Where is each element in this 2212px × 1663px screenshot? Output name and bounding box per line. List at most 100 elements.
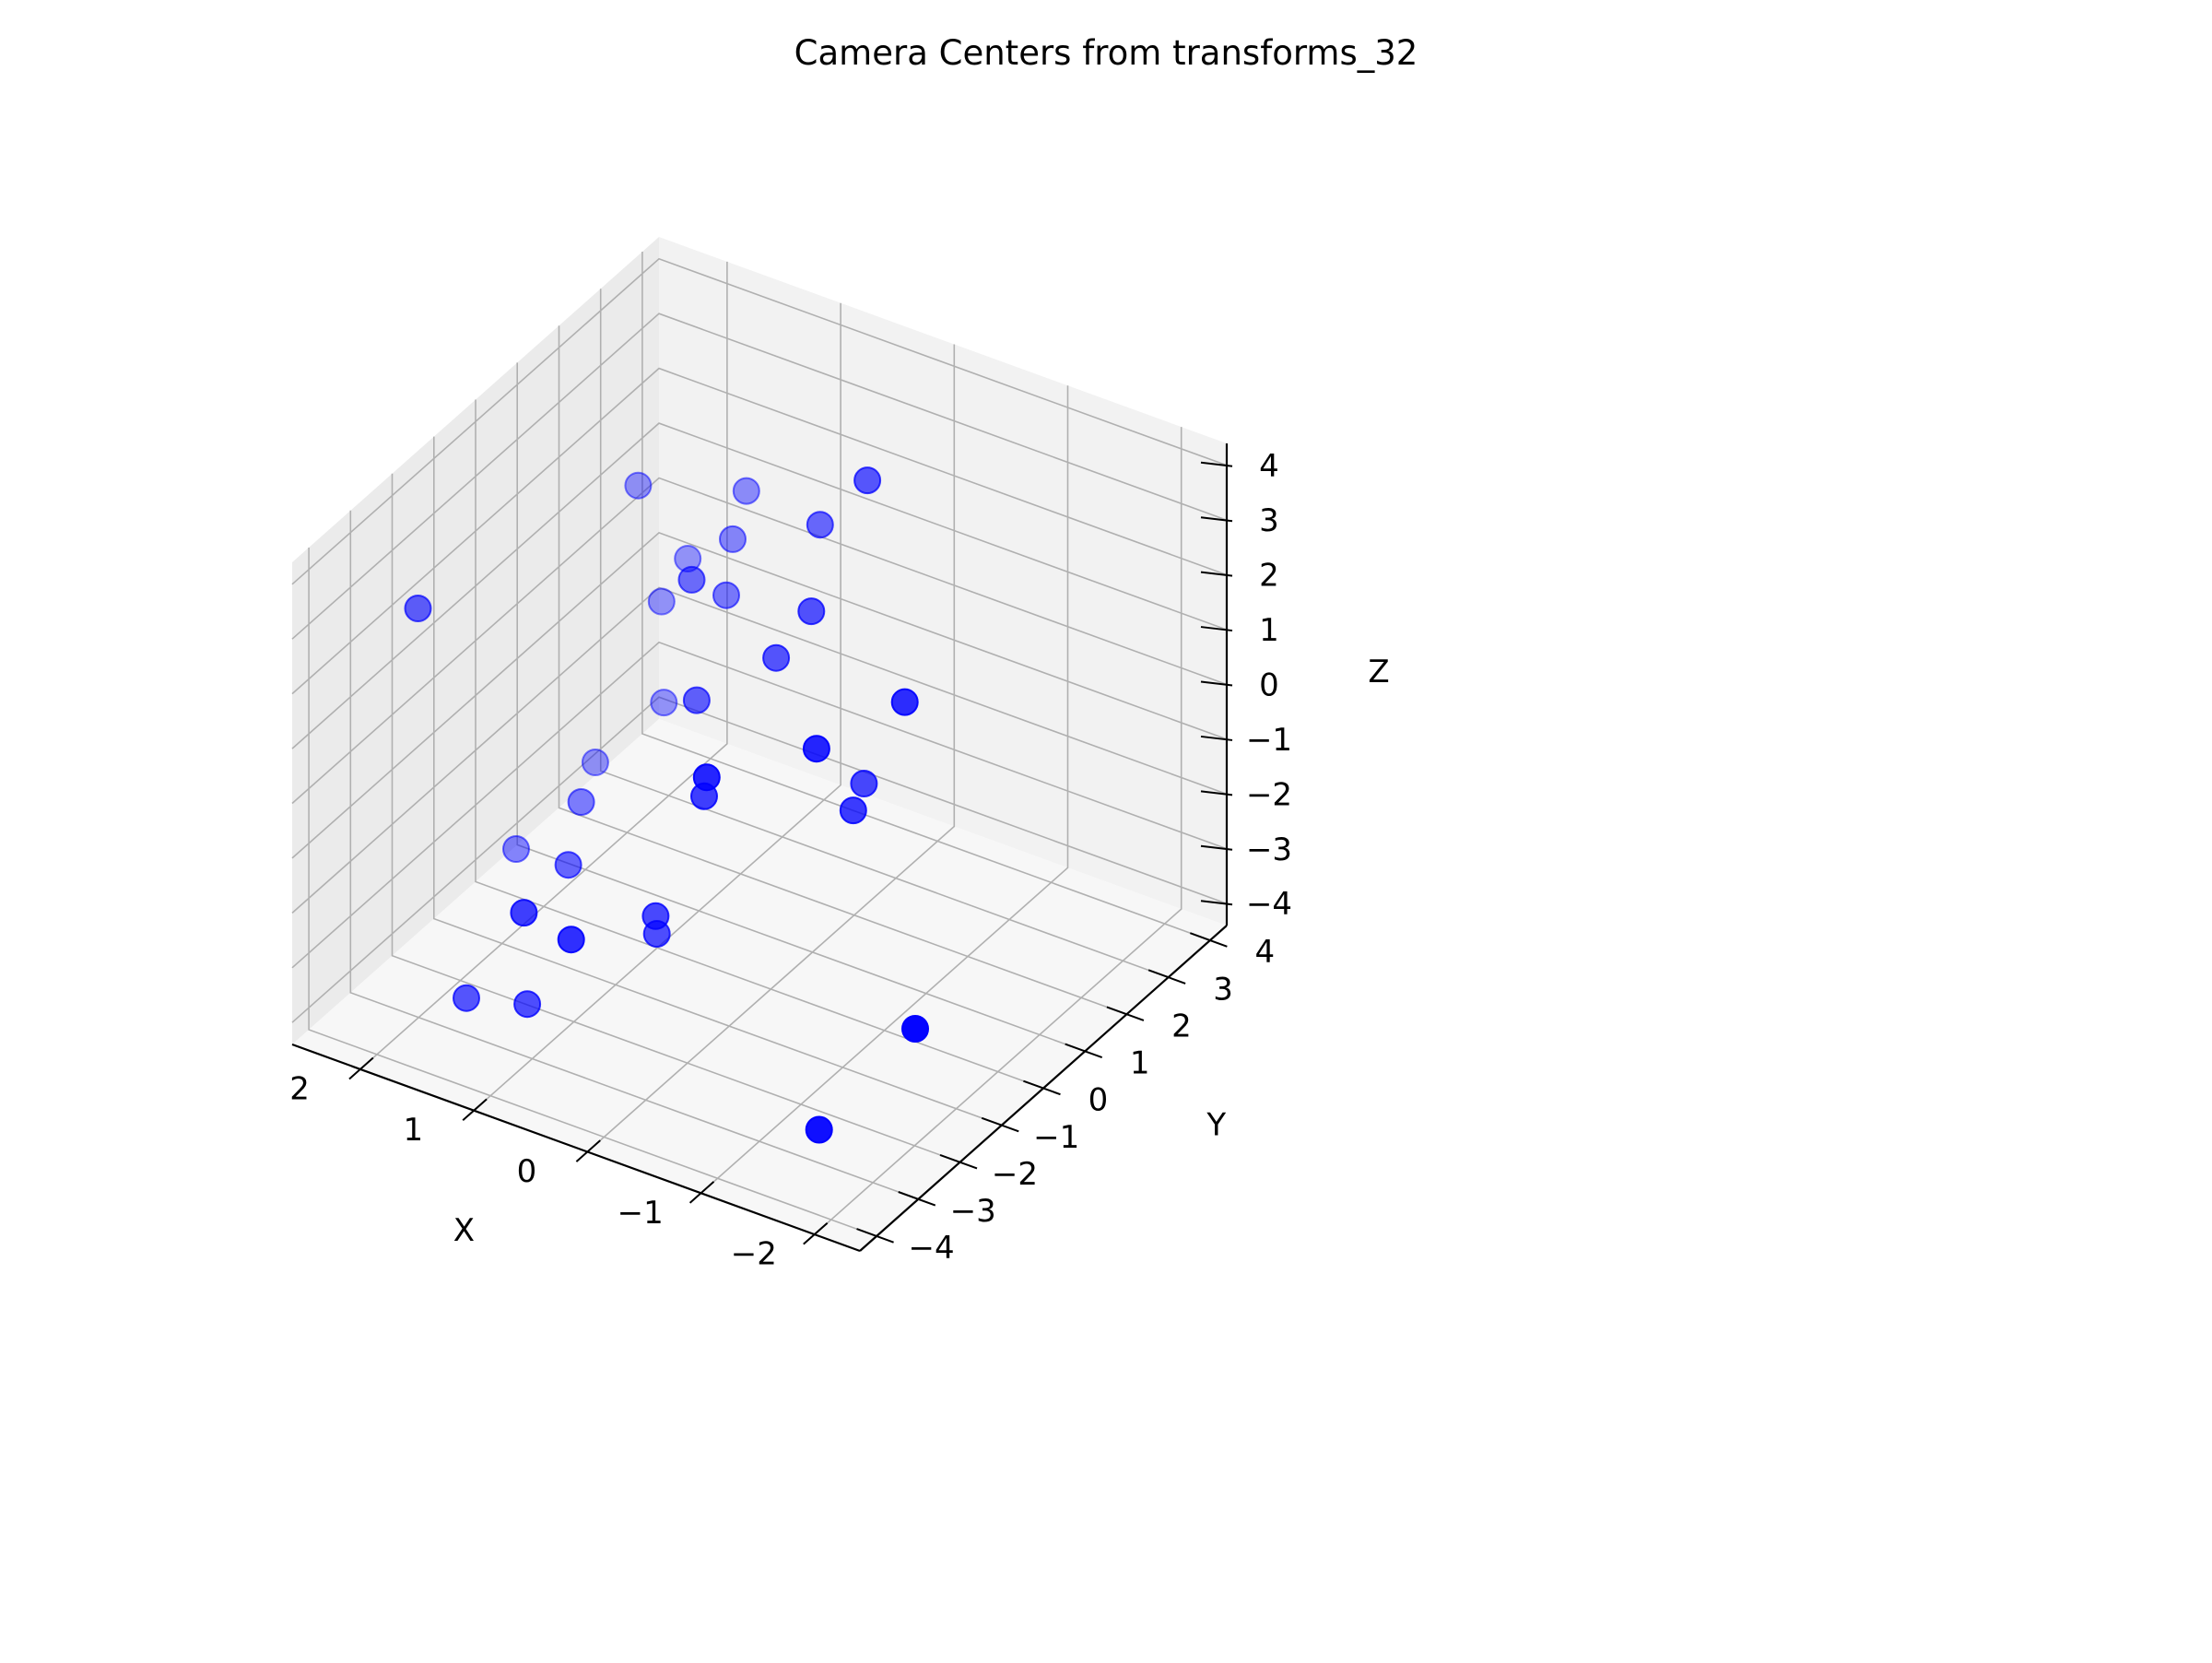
- data-point: [647, 587, 676, 616]
- y-tick: [1065, 1043, 1103, 1059]
- grid-line-y: [641, 252, 1211, 941]
- grid-line-y: [516, 362, 1086, 1053]
- data-points: [404, 466, 929, 1144]
- z-tick-label: −4: [1246, 886, 1292, 923]
- x-tick: [462, 1098, 488, 1122]
- z-tick-label: 1: [1259, 612, 1279, 649]
- y-tick-label: −2: [992, 1156, 1038, 1193]
- z-tick-label: −1: [1246, 722, 1292, 759]
- z-tick-label: 2: [1259, 558, 1279, 595]
- data-point: [692, 763, 721, 792]
- y-tick-label: −3: [950, 1193, 996, 1230]
- data-point: [839, 796, 867, 825]
- x-tick-label: −1: [618, 1195, 664, 1232]
- data-point: [641, 902, 670, 930]
- grid-line-x: [586, 344, 956, 1153]
- grid-line-x: [814, 427, 1182, 1235]
- grid-line-y: [349, 510, 919, 1200]
- z-tick: [1200, 900, 1233, 906]
- z-tick: [1200, 516, 1233, 523]
- data-point: [762, 643, 791, 672]
- grid-line-x: [473, 302, 841, 1112]
- grid-line-y: [558, 325, 1127, 1016]
- x-tick-label: 0: [517, 1153, 537, 1190]
- x-tick: [688, 1181, 715, 1204]
- data-point: [719, 525, 747, 553]
- x-tick: [803, 1221, 829, 1245]
- z-tick: [1200, 626, 1233, 632]
- y-tick-label: −1: [1033, 1119, 1079, 1156]
- y-tick: [1190, 932, 1228, 948]
- y-tick: [981, 1116, 1019, 1133]
- grid-line-y: [308, 548, 877, 1237]
- z-tick-label: −3: [1246, 832, 1292, 868]
- grid-line-y: [475, 399, 1044, 1090]
- data-point: [453, 984, 480, 1012]
- z-tick: [1200, 461, 1233, 467]
- data-point: [624, 471, 653, 500]
- grid-line-z: [291, 586, 1228, 914]
- grid-line-z: [291, 641, 1228, 969]
- z-axis-label: Z: [1368, 654, 1389, 690]
- data-point: [890, 688, 919, 716]
- z-tick-label: −2: [1246, 776, 1292, 813]
- data-point: [502, 835, 530, 863]
- data-point: [797, 597, 826, 626]
- z-tick: [1200, 844, 1233, 851]
- z-tick-label: 3: [1259, 502, 1279, 539]
- grid-line-z: [291, 477, 1228, 805]
- data-point: [712, 581, 740, 609]
- data-point: [682, 686, 711, 714]
- data-point: [805, 1115, 833, 1144]
- y-tick: [1147, 969, 1186, 985]
- data-point: [567, 788, 595, 816]
- x-tick-label: 1: [403, 1112, 423, 1149]
- tick-marks: [348, 461, 1233, 1245]
- chart-title: Camera Centers from transforms_32: [794, 33, 1418, 73]
- y-axis-label: Y: [1206, 1107, 1226, 1144]
- grid-line-x: [359, 261, 728, 1070]
- grid-line-x: [700, 385, 1069, 1194]
- data-point: [404, 595, 432, 622]
- data-point: [581, 749, 609, 776]
- grid-line-y: [599, 289, 1169, 978]
- data-point: [853, 466, 882, 495]
- axis-labels: X Y Z: [453, 654, 1390, 1249]
- z-tick: [1200, 680, 1233, 687]
- x-tick: [575, 1139, 601, 1162]
- data-point: [806, 511, 834, 539]
- x-tick-label: 2: [289, 1070, 310, 1107]
- data-point: [802, 735, 830, 763]
- grid-line-z: [291, 257, 1228, 585]
- data-point: [557, 926, 585, 954]
- data-point: [513, 990, 542, 1019]
- axis-panes: [292, 237, 1227, 1251]
- z-tick-label: 4: [1259, 448, 1279, 485]
- x-axis-line: [291, 1043, 861, 1253]
- y-tick-label: 2: [1171, 1008, 1192, 1044]
- data-point: [677, 565, 706, 594]
- data-point: [554, 851, 582, 879]
- grid-line-y: [391, 473, 960, 1163]
- grid-line-z: [291, 367, 1228, 695]
- y-tick: [939, 1153, 978, 1170]
- grid-line-z: [291, 422, 1228, 749]
- data-point: [901, 1015, 929, 1043]
- y-tick-label: 3: [1213, 971, 1233, 1008]
- y-tick-label: 0: [1088, 1082, 1109, 1119]
- y-tick: [1106, 1006, 1145, 1021]
- grid-line-z: [291, 531, 1228, 859]
- data-point: [510, 899, 538, 927]
- z-tick-label: 0: [1259, 667, 1279, 704]
- z-tick: [1200, 790, 1233, 796]
- y-tick-label: 4: [1255, 934, 1276, 971]
- z-tick: [1200, 735, 1233, 741]
- y-tick: [856, 1228, 894, 1244]
- y-tick: [898, 1191, 936, 1207]
- grid-line-z: [291, 313, 1228, 640]
- data-point: [732, 477, 760, 505]
- grid-lines: [291, 252, 1228, 1237]
